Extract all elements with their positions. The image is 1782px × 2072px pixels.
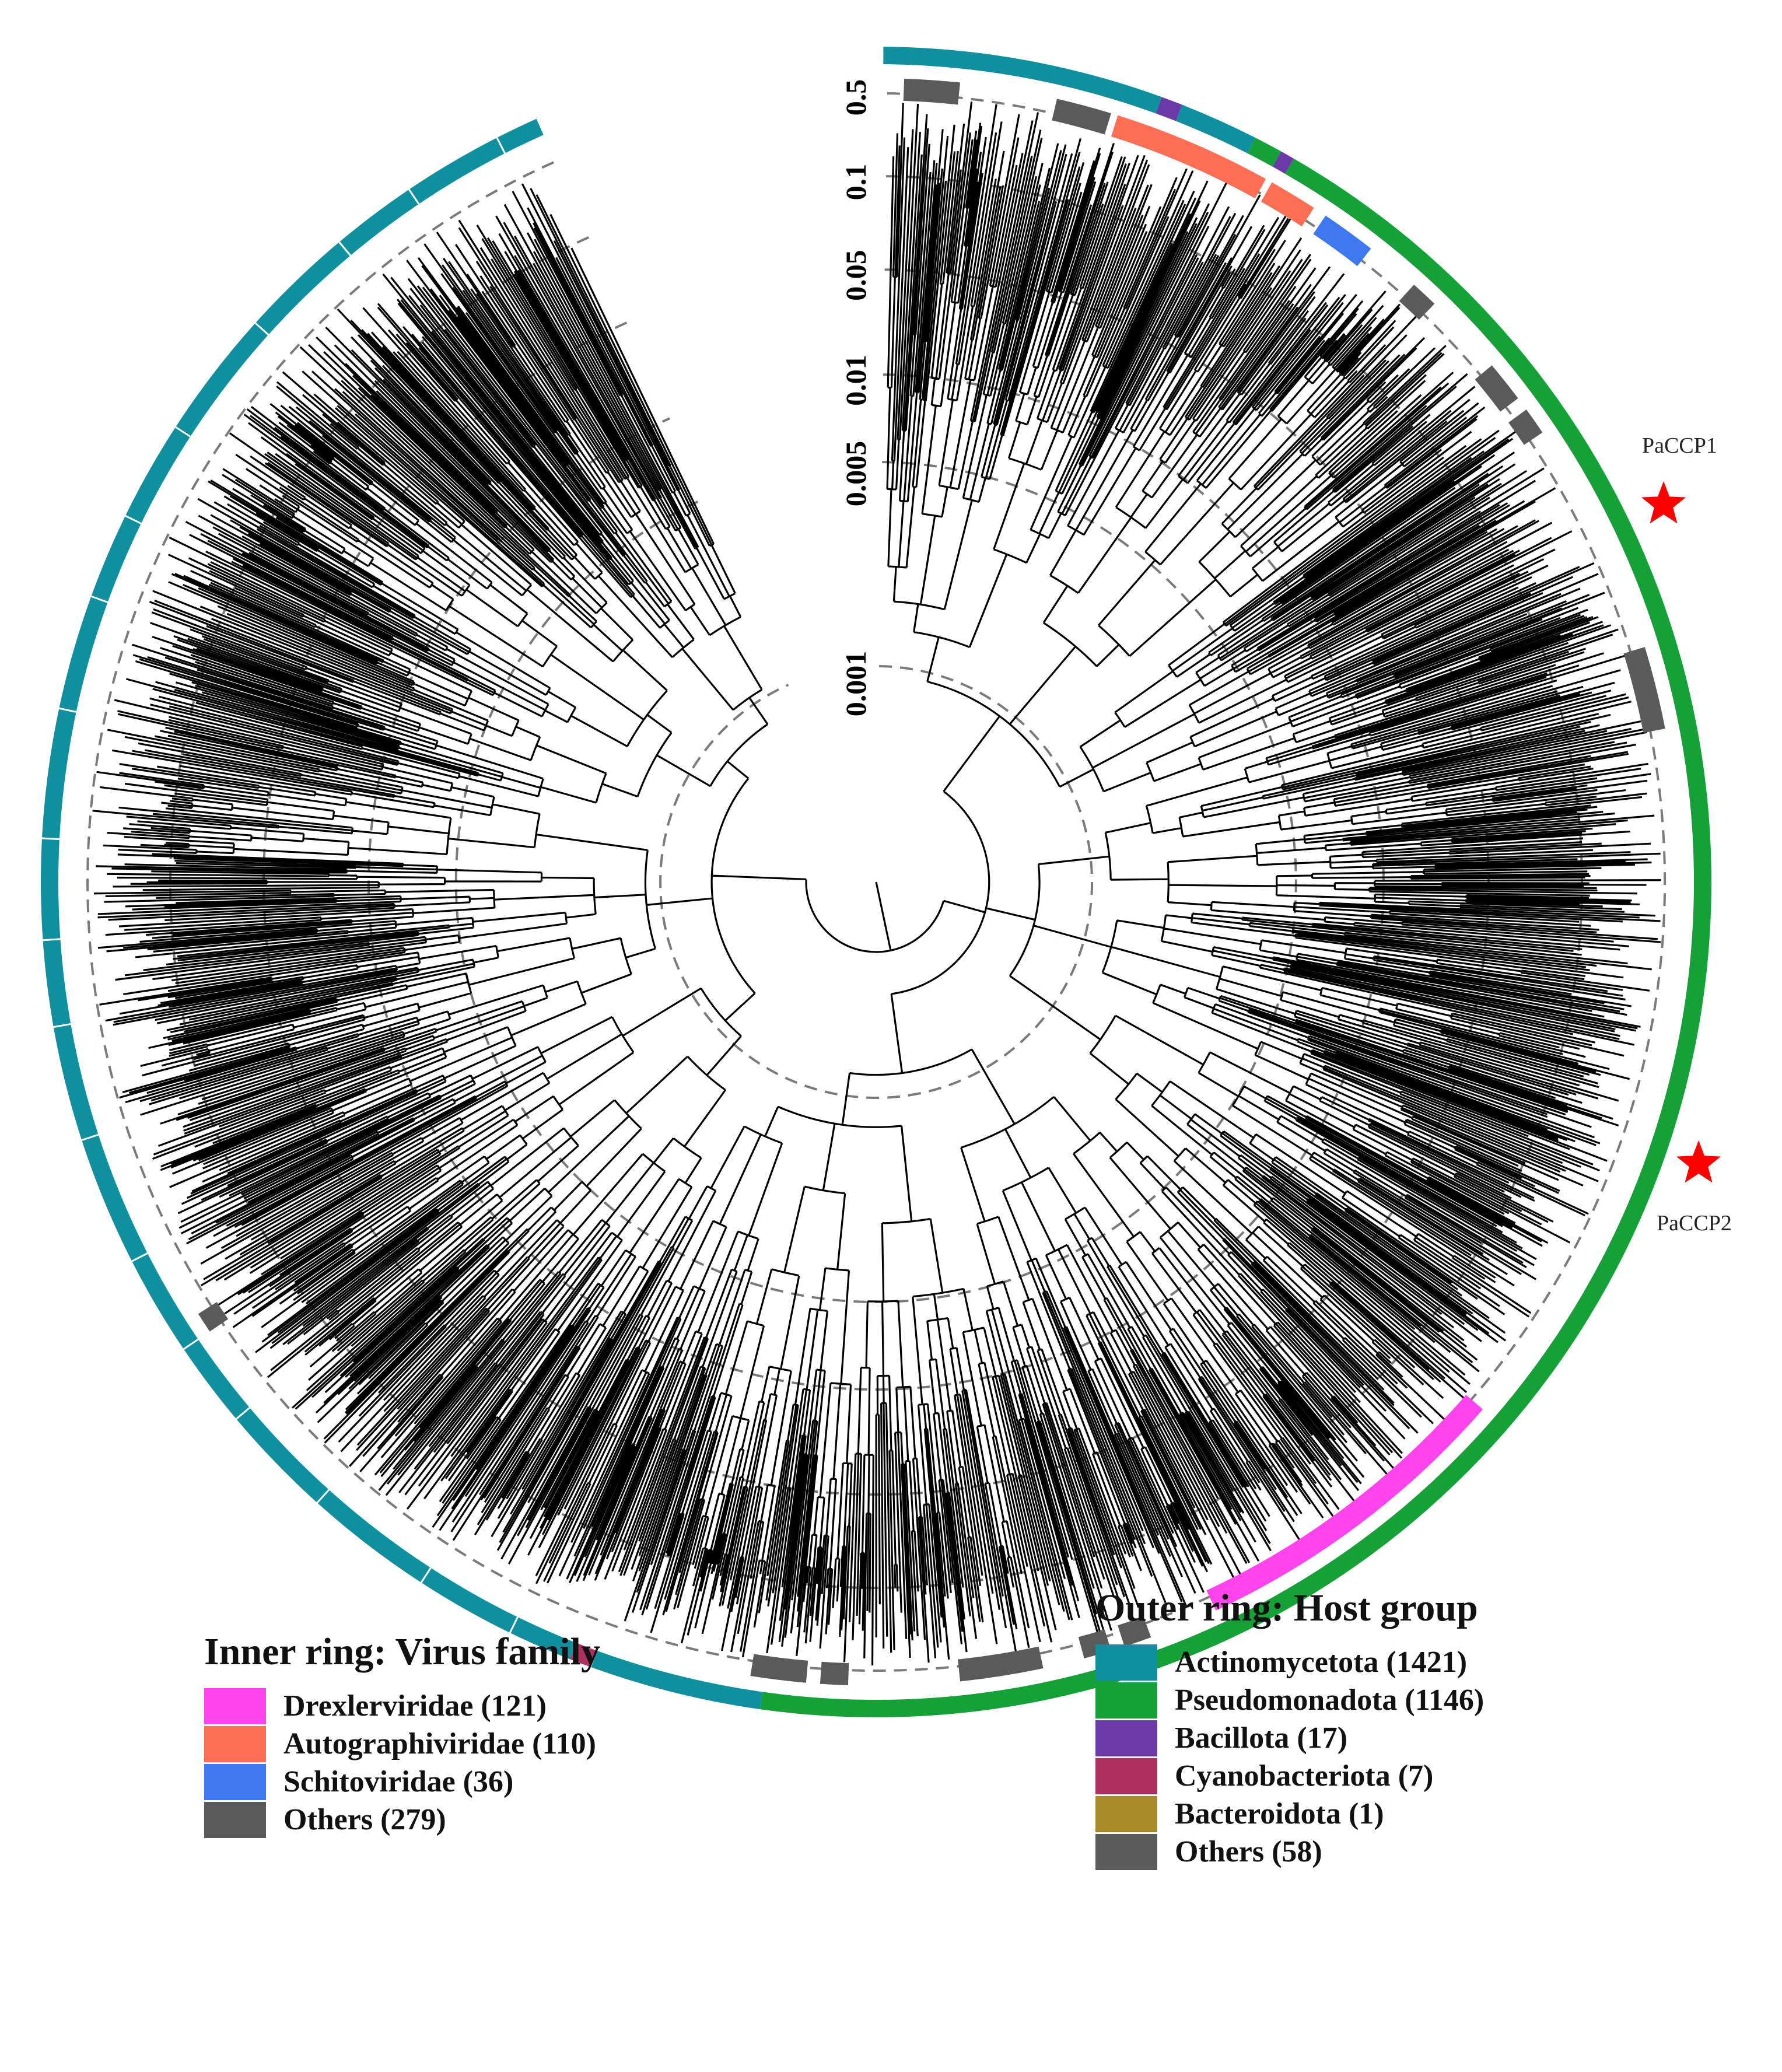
legend-label: Autographiviridae (110) [283, 1727, 596, 1760]
paccp1-star-icon [1641, 481, 1686, 524]
legend-label: Actinomycetota (1421) [1175, 1645, 1468, 1679]
inner-ring-legend: Inner ring: Virus family Drexlerviridae … [204, 1629, 600, 1839]
scale-tick-labels: 0.5 0.1 0.05 0.01 0.005 0.001 [839, 79, 872, 717]
outer-ring-host-group [41, 47, 1711, 1718]
legend-label: Drexlerviridae (121) [283, 1689, 547, 1723]
outer-ring-segment [1272, 151, 1294, 174]
outer-ring-separator [131, 1252, 148, 1262]
outer-legend-item: Bacteroidota (1) [1095, 1795, 1484, 1833]
outer-ring-separator [420, 1567, 432, 1583]
outer-ring-segment [1175, 104, 1256, 153]
legend-swatch [204, 1726, 266, 1762]
scale-tick-2: 0.05 [839, 250, 872, 301]
outer-ring-separator [81, 1133, 99, 1141]
outer-ring-separator [589, 1650, 597, 1668]
outer-ring-separator [236, 1407, 250, 1420]
legend-label: Bacteroidota (1) [1175, 1797, 1384, 1831]
highlight-stars [1641, 481, 1721, 1183]
inner-ring-segment [1623, 647, 1665, 733]
paccp2-label: PaCCP2 [1657, 1211, 1732, 1236]
scale-tick-0: 0.5 [839, 79, 872, 116]
tree-root [875, 881, 892, 951]
outer-ring-separator [53, 1023, 71, 1028]
inner-ring-segment [1475, 365, 1518, 412]
legend-swatch [1095, 1682, 1157, 1718]
inner-legend-item: Others (279) [204, 1801, 600, 1839]
legend-label: Pseudomonadota (1146) [1175, 1683, 1485, 1717]
legend-label: Cyanobacteriota (7) [1175, 1759, 1434, 1793]
inner-ring-segment [1261, 182, 1314, 227]
inner-legend-title: Inner ring: Virus family [204, 1630, 600, 1673]
outer-legend-item: Actinomycetota (1421) [1095, 1643, 1484, 1681]
outer-ring-separator [125, 514, 142, 524]
inner-ring-segment [1118, 1616, 1151, 1647]
outer-legend-item: Bacillota (17) [1095, 1719, 1484, 1757]
outer-ring-segment [1247, 138, 1282, 167]
legend-swatch [204, 1801, 266, 1838]
inner-ring-segment [1052, 99, 1111, 135]
legend-swatch [1095, 1758, 1157, 1794]
inner-ring-segment [958, 1646, 1044, 1682]
scale-tick-3: 0.01 [839, 355, 872, 406]
paccp1-label: PaCCP1 [1642, 433, 1717, 458]
outer-ring-legend: Outer ring: Host group Actinomycetota (1… [1095, 1585, 1484, 1871]
outer-ring-separator [338, 242, 351, 256]
scale-ring [659, 665, 1094, 1099]
scale-tick-1: 0.1 [839, 164, 872, 201]
legend-swatch [1095, 1644, 1157, 1681]
tree-branch-paths [92, 101, 1661, 1666]
outer-ring-segment [883, 47, 1162, 114]
outer-legend-item: Cyanobacteriota (7) [1095, 1757, 1484, 1795]
inner-legend-item: Autographiviridae (110) [204, 1725, 600, 1763]
inner-ring-segment [1206, 1395, 1483, 1611]
scale-ring [262, 268, 1490, 1496]
legend-swatch [1095, 1796, 1157, 1832]
outer-legend-item: Pseudomonadota (1146) [1095, 1681, 1484, 1719]
inner-ring-segment [1508, 410, 1543, 445]
inner-ring-segment [198, 1301, 229, 1332]
outer-ring-separator [90, 595, 108, 603]
inner-ring-segment [1313, 215, 1371, 267]
outer-ring-separator [496, 137, 506, 154]
legend-swatch [1095, 1833, 1157, 1870]
legend-swatch [1095, 1720, 1157, 1756]
inner-ring-virus-family [198, 78, 1665, 1686]
inner-ring-segment [750, 1654, 808, 1683]
outer-ring-separator [175, 426, 191, 438]
legend-label: Others (279) [283, 1803, 446, 1836]
outer-ring-segment [590, 1650, 762, 1710]
outer-ring-separator [58, 707, 76, 713]
tree-branches [92, 101, 1661, 1666]
legend-label: Schitoviridae (36) [283, 1765, 514, 1798]
outer-ring-separator [408, 188, 420, 205]
legend-label: Bacillota (17) [1175, 1721, 1348, 1755]
outer-ring-separator [183, 1338, 199, 1350]
outer-ring-segment [570, 1643, 597, 1667]
inner-ring-segment [820, 1661, 849, 1686]
inner-ring-segment [1111, 115, 1266, 199]
outer-ring-separator [316, 1489, 330, 1504]
outer-legend-title: Outer ring: Host group [1095, 1587, 1478, 1629]
outer-ring-separator [43, 938, 61, 942]
outer-ring-separator [254, 322, 269, 335]
legend-swatch [204, 1763, 266, 1800]
inner-ring-segment [1399, 284, 1435, 320]
legend-swatch [204, 1688, 266, 1724]
inner-legend-item: Schitoviridae (36) [204, 1763, 600, 1801]
outer-ring-segment [1156, 97, 1182, 121]
outer-ring-separator [509, 1616, 519, 1633]
outer-ring-separator [41, 837, 59, 841]
outer-legend-item: Others (58) [1095, 1833, 1484, 1871]
paccp2-star-icon [1676, 1140, 1721, 1183]
scale-tick-5: 0.001 [839, 651, 872, 717]
legend-label: Others (58) [1175, 1835, 1322, 1868]
inner-legend-item: Drexlerviridae (121) [204, 1687, 600, 1725]
scale-tick-4: 0.005 [839, 441, 872, 507]
inner-ring-segment [903, 78, 961, 105]
